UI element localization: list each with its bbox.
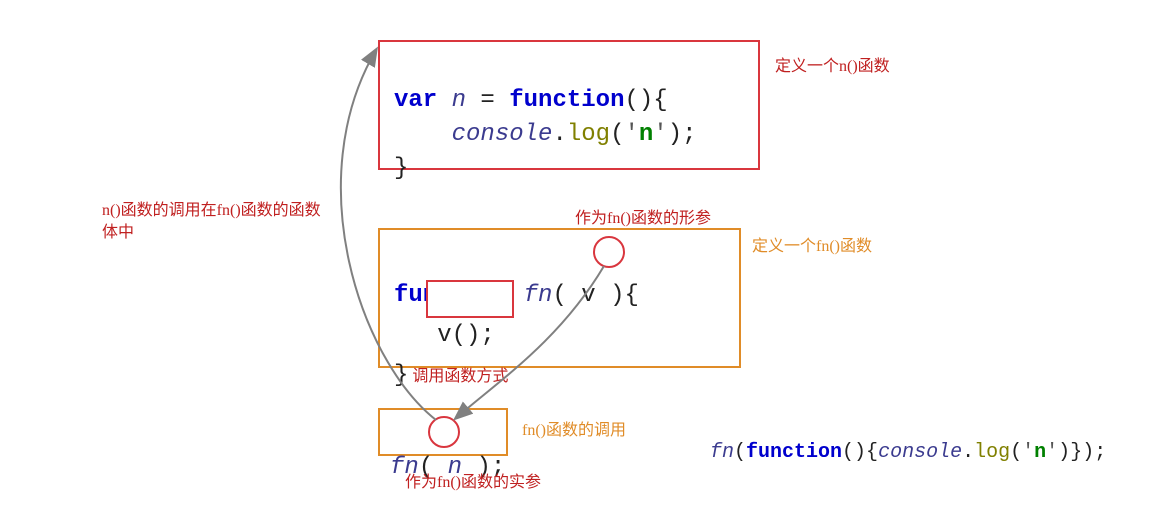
code-line-1: var n = function(){ console.log('n'); } [394,50,744,186]
ann-inline-call-mode: 调用函数方式 [412,368,508,385]
brace-3: } [394,155,408,182]
ann-call-in-body: n()函数的调用在fn()函数的函数体中 [102,200,332,244]
param-v: v [581,282,595,309]
r-q2: ' [1046,441,1058,464]
r-open: ( [734,441,746,464]
r-dot: . [962,441,974,464]
r-po: ( [1010,441,1022,464]
close-2: ); [668,121,697,148]
r-mid: (){ [842,441,878,464]
method-log: log [567,121,610,148]
paren-open-2: ( [610,121,624,148]
r-func: function [746,441,842,464]
q2-2: ' [653,121,667,148]
inner-box-v-call [426,280,514,318]
ann-define-fn: 定义一个fn()函数 [752,232,872,256]
q1-2: ' [624,121,638,148]
r-str: n [1034,441,1046,464]
r-fn: fn [710,441,734,464]
tail-1: (){ [624,87,667,114]
ident-console: console [452,121,553,148]
r-log: log [974,441,1010,464]
indent-fn2 [394,322,437,349]
ident-n: n [437,87,466,114]
indent-2 [394,121,452,148]
brace-fn3: } [394,362,408,389]
kw-var: var [394,87,437,114]
code-box-define-n: var n = function(){ console.log('n'); } [378,40,760,170]
kw-function: function [509,87,624,114]
code-box-call-fn: fn( n ); [378,408,508,456]
ident-fn: fn [524,282,553,309]
close-fn: ){ [610,282,639,309]
r-pc: ) [1058,441,1070,464]
code-inline-right: fn(function(){console.log('n')}); [710,418,1106,464]
ann-fn-call: fn()函数的调用 [522,416,626,440]
dot-2: . [552,121,566,148]
open-fn: ( [552,282,566,309]
ann-formal-param: 作为fn()函数的形参 [575,204,711,228]
op-eq: = [466,87,509,114]
r-q1: ' [1022,441,1034,464]
r-console: console [878,441,962,464]
ann-actual-param: 作为fn()函数的实参 [405,468,541,492]
ann-define-n: 定义一个n()函数 [775,52,890,76]
call-v: v(); [437,322,495,349]
r-tail: }); [1070,441,1106,464]
str-n: n [639,121,653,148]
